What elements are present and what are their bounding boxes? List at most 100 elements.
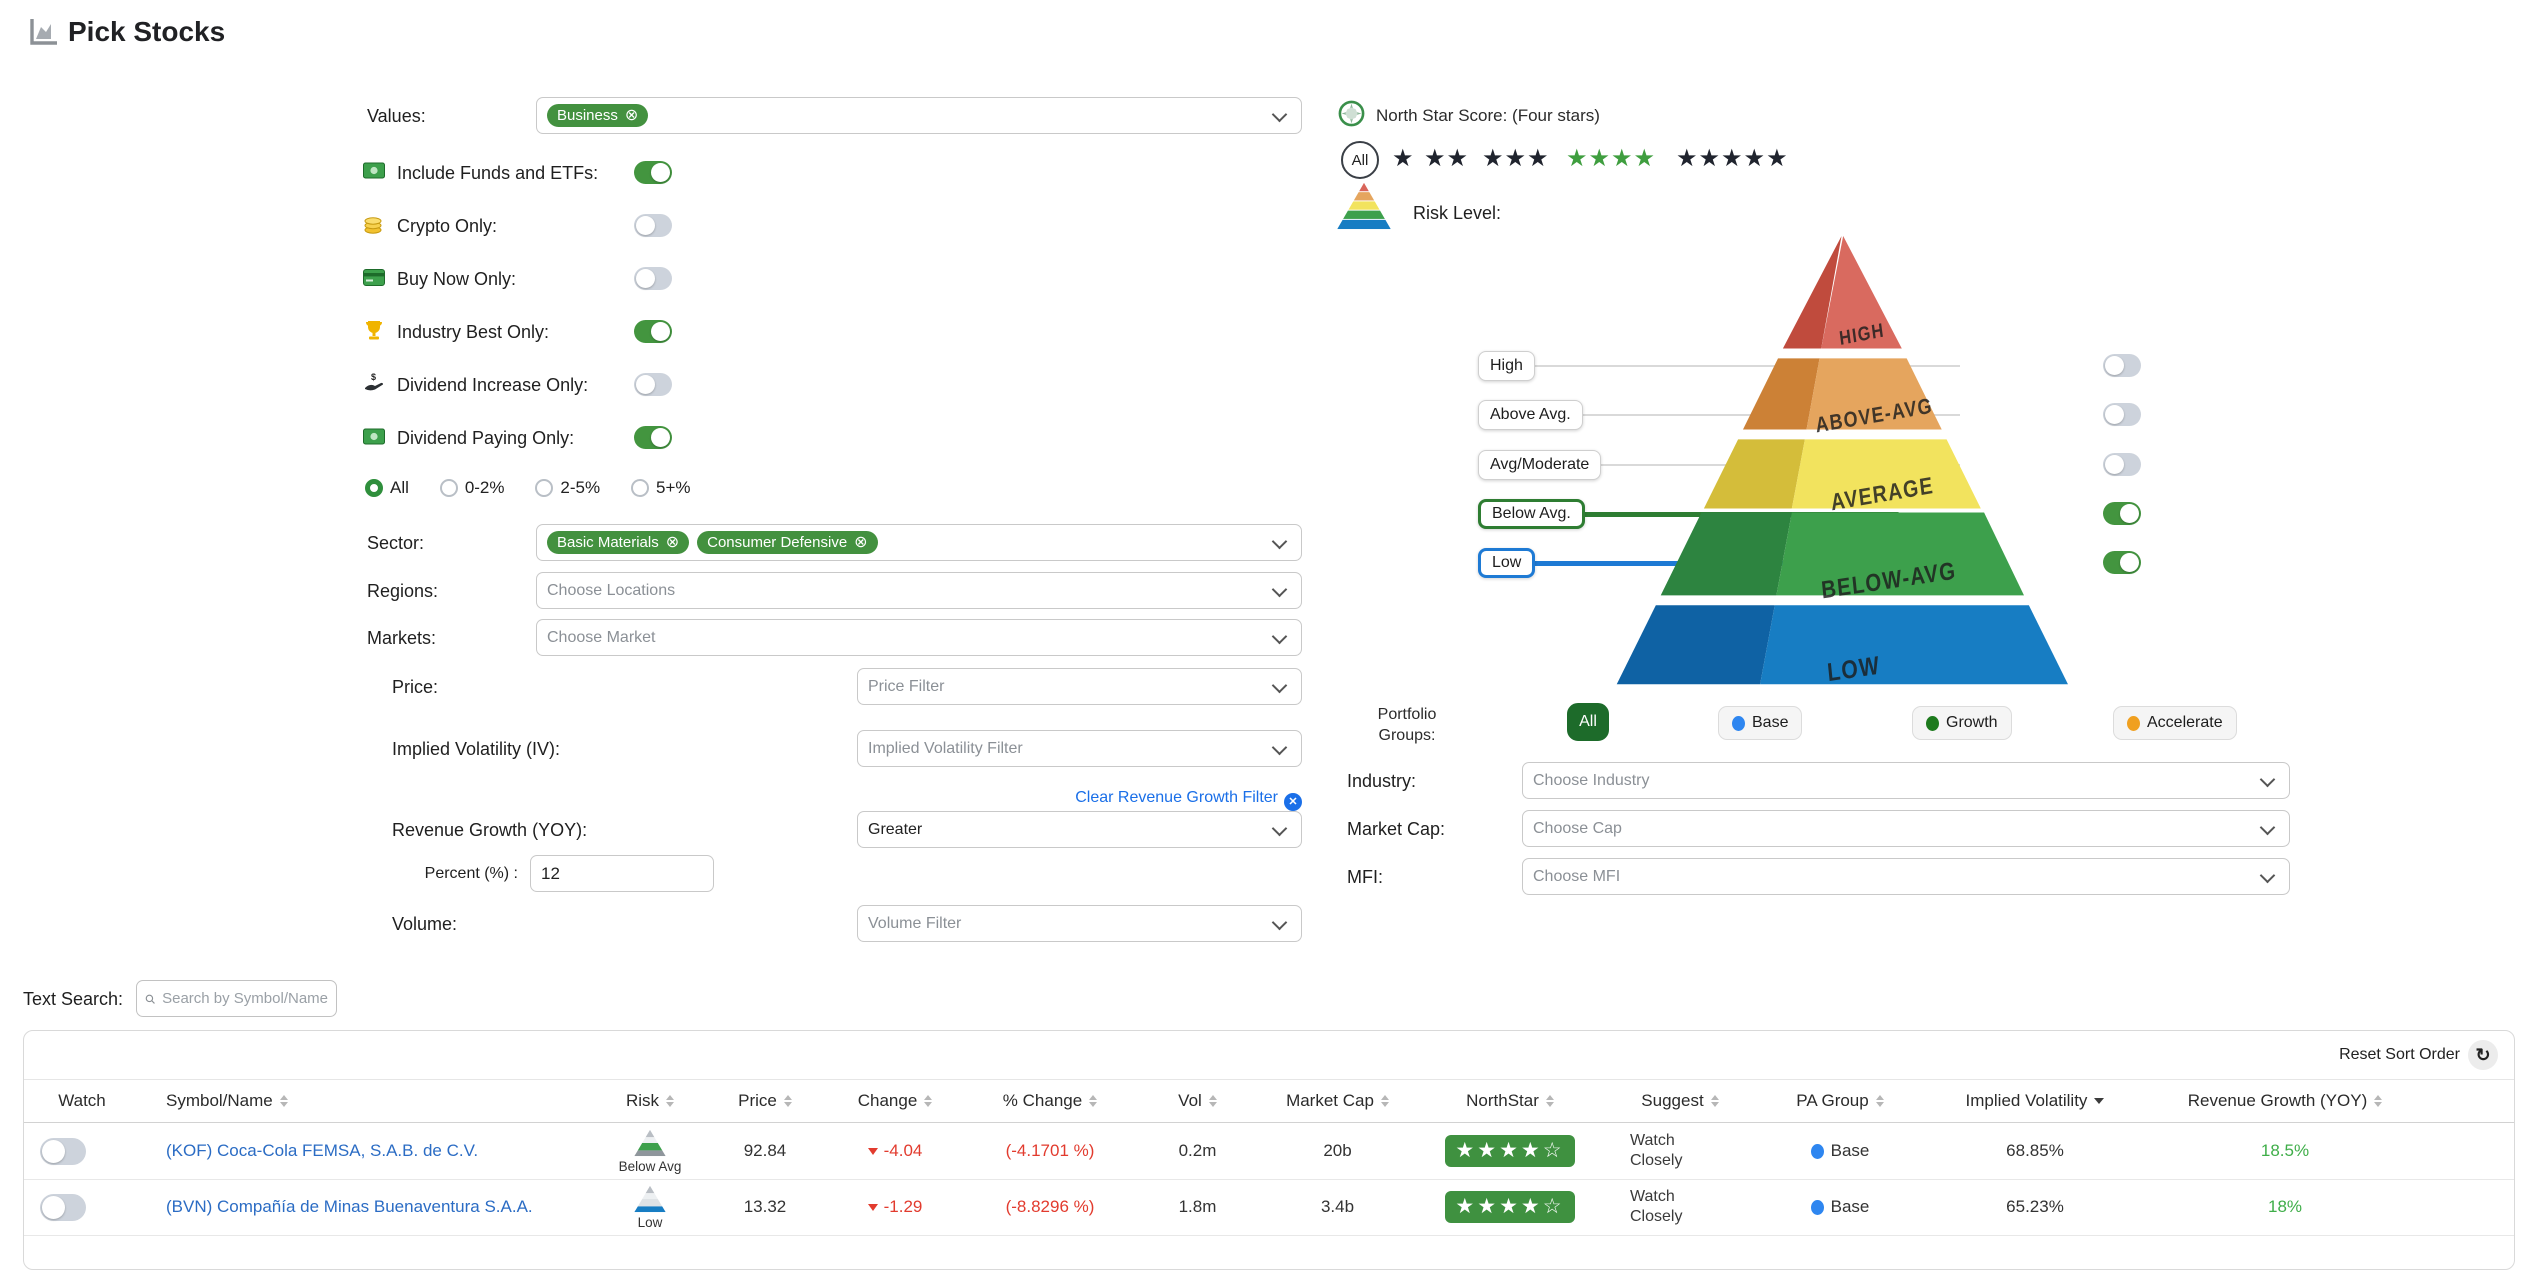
- header-price[interactable]: Price: [700, 1091, 830, 1111]
- tag-label: Business: [557, 107, 618, 124]
- sort-icon[interactable]: [1208, 1095, 1217, 1107]
- portfolio-button-accelerate[interactable]: Accelerate: [2113, 706, 2237, 740]
- radio-2-5[interactable]: [535, 479, 554, 497]
- symbol-link[interactable]: (KOF) Coca-Cola FEMSA, S.A.B. de C.V.: [166, 1141, 479, 1160]
- risk-pill-low[interactable]: Low: [1478, 548, 1536, 578]
- sort-icon[interactable]: [279, 1095, 288, 1107]
- industry-best-toggle[interactable]: [634, 320, 672, 343]
- header-suggest[interactable]: Suggest: [1600, 1091, 1760, 1111]
- sort-icon[interactable]: [2374, 1095, 2383, 1107]
- sector-tag-basic-materials[interactable]: Basic Materials ⊗: [547, 531, 690, 554]
- portfolio-button-base[interactable]: Base: [1718, 706, 1803, 740]
- star-filter-1[interactable]: ★: [1392, 145, 1415, 172]
- dividend-increase-toggle[interactable]: [634, 373, 672, 396]
- risk-track-avg-moderate[interactable]: [1482, 464, 1960, 466]
- reset-sort-button[interactable]: Reset Sort Order ↻: [2339, 1040, 2498, 1070]
- radio-0-2[interactable]: [439, 479, 458, 497]
- header-northstar[interactable]: NorthStar: [1420, 1091, 1600, 1111]
- northstar-badge: ★★★★☆: [1445, 1135, 1575, 1167]
- values-tag-business[interactable]: Business ⊗: [547, 104, 649, 127]
- clear-x-icon[interactable]: ✕: [1284, 792, 1302, 811]
- risk-track-high[interactable]: [1482, 365, 1960, 367]
- risk-toggle-low[interactable]: [2103, 551, 2141, 574]
- header-implied-volatility[interactable]: Implied Volatility: [1920, 1091, 2150, 1111]
- mfi-select[interactable]: Choose MFI: [1522, 858, 2290, 895]
- risk-track-above-avg[interactable]: [1482, 414, 1960, 416]
- star-filter-4[interactable]: ★★★★: [1566, 145, 1657, 172]
- risk-toggle-avg-moderate[interactable]: [2103, 453, 2141, 476]
- include-funds-toggle[interactable]: [634, 161, 672, 184]
- risk-pill-below-avg[interactable]: Below Avg.: [1478, 499, 1585, 529]
- header-market-cap[interactable]: Market Cap: [1255, 1091, 1420, 1111]
- risk-pill-avg-moderate[interactable]: Avg/Moderate: [1478, 450, 1602, 480]
- risk-toggle-high[interactable]: [2103, 354, 2141, 377]
- header-change[interactable]: Change: [830, 1091, 960, 1111]
- sort-icon[interactable]: [1545, 1095, 1554, 1107]
- header-pct-change[interactable]: % Change: [960, 1091, 1140, 1111]
- markets-label: Markets:: [367, 628, 437, 648]
- sector-tag-consumer-defensive[interactable]: Consumer Defensive ⊗: [697, 531, 878, 554]
- sector-select[interactable]: Basic Materials ⊗ Consumer Defensive ⊗: [536, 524, 1302, 561]
- buy-now-toggle[interactable]: [634, 267, 672, 290]
- header-watch[interactable]: Watch: [58, 1091, 106, 1110]
- toggle-label-crypto-only: Crypto Only:: [397, 216, 498, 236]
- risk-pill-above-avg[interactable]: Above Avg.: [1478, 400, 1583, 430]
- clear-revenue-link[interactable]: Clear Revenue Growth Filter: [1075, 789, 1278, 806]
- volume-filter-select[interactable]: Volume Filter: [857, 905, 1302, 942]
- growth-dot-icon: [1926, 715, 1939, 731]
- sort-icon[interactable]: [1875, 1095, 1884, 1107]
- star-filter-2[interactable]: ★★: [1424, 145, 1470, 172]
- star-filter-5[interactable]: ★★★★★: [1676, 145, 1789, 172]
- symbol-link[interactable]: (BVN) Compañía de Minas Buenaventura S.A…: [166, 1197, 533, 1216]
- header-symbol-name[interactable]: Symbol/Name: [140, 1091, 600, 1111]
- tag-close-icon[interactable]: ⊗: [854, 533, 868, 551]
- search-input[interactable]: Search by Symbol/Name: [136, 980, 337, 1017]
- tag-close-icon[interactable]: ⊗: [624, 106, 639, 124]
- risk-pill-high[interactable]: High: [1478, 351, 1535, 381]
- risk-level-caption: Risk Level:: [1413, 203, 1502, 223]
- header-vol[interactable]: Vol: [1140, 1091, 1255, 1111]
- values-select[interactable]: Business ⊗: [536, 97, 1302, 134]
- price-filter-select[interactable]: Price Filter: [857, 668, 1302, 705]
- header-pa-group[interactable]: PA Group: [1760, 1091, 1920, 1111]
- radio-5plus[interactable]: [631, 479, 649, 497]
- sort-icon[interactable]: [1089, 1095, 1098, 1107]
- risk-track-low[interactable]: [1482, 561, 1860, 566]
- sort-icon[interactable]: [666, 1095, 675, 1107]
- markets-select[interactable]: Choose Market: [536, 619, 1302, 656]
- dividend-radio-group: All 0-2% 2-5% 5+%: [365, 478, 691, 498]
- dividend-paying-toggle[interactable]: [634, 426, 672, 449]
- northstar-caption: North Star Score: (Four stars): [1376, 106, 1600, 125]
- revenue-growth-select[interactable]: Greater: [857, 811, 1302, 848]
- risk-cell: Low: [633, 1185, 667, 1230]
- portfolio-button-growth[interactable]: Growth: [1912, 706, 2012, 740]
- tag-close-icon[interactable]: ⊗: [665, 533, 680, 551]
- risk-track-below-avg[interactable]: [1482, 512, 1900, 517]
- industry-select[interactable]: Choose Industry: [1522, 762, 2290, 799]
- radio-all[interactable]: [365, 479, 383, 497]
- sort-icon[interactable]: [924, 1095, 933, 1107]
- header-revenue-growth[interactable]: Revenue Growth (YOY): [2150, 1091, 2420, 1111]
- portfolio-button-all[interactable]: All: [1567, 703, 1609, 741]
- watch-toggle[interactable]: [40, 1137, 86, 1165]
- percent-input[interactable]: [530, 855, 714, 892]
- crypto-only-toggle[interactable]: [634, 214, 672, 237]
- values-label: Values:: [367, 106, 426, 126]
- header-risk[interactable]: Risk: [600, 1091, 700, 1111]
- risk-toggle-below-avg[interactable]: [2103, 502, 2141, 525]
- iv-filter-select[interactable]: Implied Volatility Filter: [857, 730, 1302, 767]
- sort-icon[interactable]: [1380, 1095, 1389, 1107]
- sort-icon[interactable]: [1710, 1095, 1719, 1107]
- watch-toggle[interactable]: [40, 1193, 86, 1221]
- tag-label: Basic Materials: [557, 534, 659, 551]
- risk-toggle-above-avg[interactable]: [2103, 403, 2141, 426]
- tag-label: Consumer Defensive: [707, 534, 848, 551]
- marketcap-select[interactable]: Choose Cap: [1522, 810, 2290, 847]
- star-filter-3[interactable]: ★★★: [1482, 145, 1550, 172]
- regions-select[interactable]: Choose Locations: [536, 572, 1302, 609]
- northstar-all-button[interactable]: All: [1341, 141, 1379, 179]
- chevron-down-icon: [1271, 106, 1288, 122]
- sort-icon[interactable]: [783, 1095, 792, 1107]
- change-cell: -4.04: [830, 1141, 960, 1161]
- iv-cell: 65.23%: [2006, 1197, 2064, 1216]
